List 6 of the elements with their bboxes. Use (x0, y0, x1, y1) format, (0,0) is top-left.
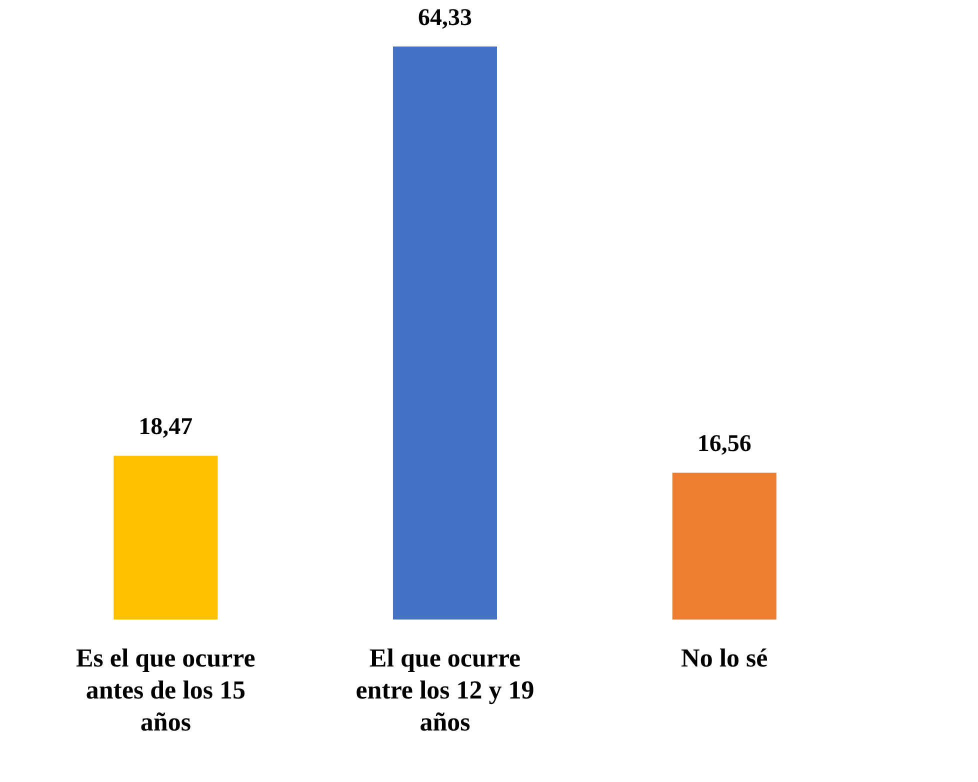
x-tick-label: No lo sé (681, 644, 768, 672)
data-label: 18,47 (138, 414, 193, 440)
x-tick-label: El que ocurre entre los 12 y 19 años (356, 644, 534, 736)
data-label: 64,33 (418, 4, 472, 31)
x-tick-label: Es el que ocurre antes de los 15 años (76, 644, 256, 736)
data-label: 16,56 (697, 431, 752, 458)
